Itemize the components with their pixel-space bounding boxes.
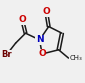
Text: CH₃: CH₃ [69,55,82,61]
Text: O: O [42,7,50,16]
Text: N: N [36,35,43,44]
Text: O: O [18,15,26,24]
Text: O: O [38,49,46,58]
Text: Br: Br [1,50,12,59]
